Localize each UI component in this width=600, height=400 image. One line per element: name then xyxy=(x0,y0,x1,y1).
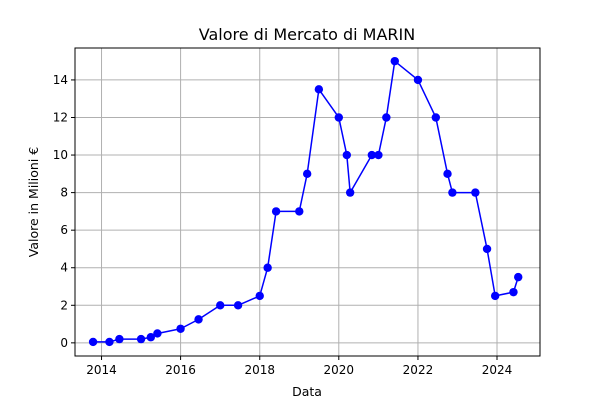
y-axis-label: Valore in Milioni € xyxy=(26,147,41,257)
data-point xyxy=(431,113,441,122)
x-tick-label: 2022 xyxy=(403,363,434,377)
y-tick-label: 2 xyxy=(60,298,68,312)
data-point xyxy=(342,150,352,160)
data-point xyxy=(136,334,146,344)
y-tick-label: 8 xyxy=(60,186,68,200)
x-axis: 2014 2016 2018 2020 2022 2024 xyxy=(86,356,512,377)
data-point xyxy=(302,169,312,179)
x-tick-label: 2018 xyxy=(244,363,275,377)
x-tick-label: 2014 xyxy=(86,363,117,377)
data-point xyxy=(390,56,399,66)
data-point xyxy=(115,334,124,344)
data-point xyxy=(482,244,492,254)
data-point xyxy=(334,113,343,122)
data-point xyxy=(443,169,452,179)
y-tick-label: 4 xyxy=(60,261,68,275)
y-axis: 0 2 4 6 8 10 12 14 xyxy=(53,73,75,350)
data-point xyxy=(345,188,355,197)
data-point xyxy=(295,207,304,216)
data-point xyxy=(509,287,518,297)
data-point xyxy=(490,291,500,301)
data-point xyxy=(314,85,324,94)
data-point xyxy=(471,188,480,197)
data-point xyxy=(153,329,162,338)
data-point xyxy=(448,188,457,197)
data-point xyxy=(382,113,391,122)
plot-frame xyxy=(74,47,541,357)
chart-title: Valore di Mercato di MARIN xyxy=(199,25,415,44)
data-point xyxy=(367,150,377,160)
data-point xyxy=(413,75,423,85)
data-point xyxy=(233,301,243,310)
data-point xyxy=(146,333,155,342)
data-point xyxy=(105,337,114,347)
series-line xyxy=(93,60,519,343)
series-line-group xyxy=(88,56,523,347)
data-point xyxy=(176,324,185,333)
grid xyxy=(75,48,540,356)
y-tick-label: 6 xyxy=(60,223,68,237)
x-axis-label: Data xyxy=(292,384,322,399)
data-point xyxy=(194,315,203,324)
y-tick-label: 10 xyxy=(53,148,68,162)
x-tick-label: 2016 xyxy=(165,363,196,377)
y-tick-label: 0 xyxy=(60,336,68,350)
data-point xyxy=(514,272,523,282)
data-point xyxy=(263,263,272,272)
data-point xyxy=(255,291,264,301)
x-tick-label: 2020 xyxy=(324,363,355,377)
y-tick-label: 14 xyxy=(53,73,68,87)
data-point xyxy=(374,150,383,160)
x-tick-label: 2024 xyxy=(482,363,513,377)
data-point xyxy=(271,207,281,216)
y-tick-label: 12 xyxy=(53,110,68,124)
data-point xyxy=(216,301,225,310)
data-point xyxy=(88,337,98,347)
